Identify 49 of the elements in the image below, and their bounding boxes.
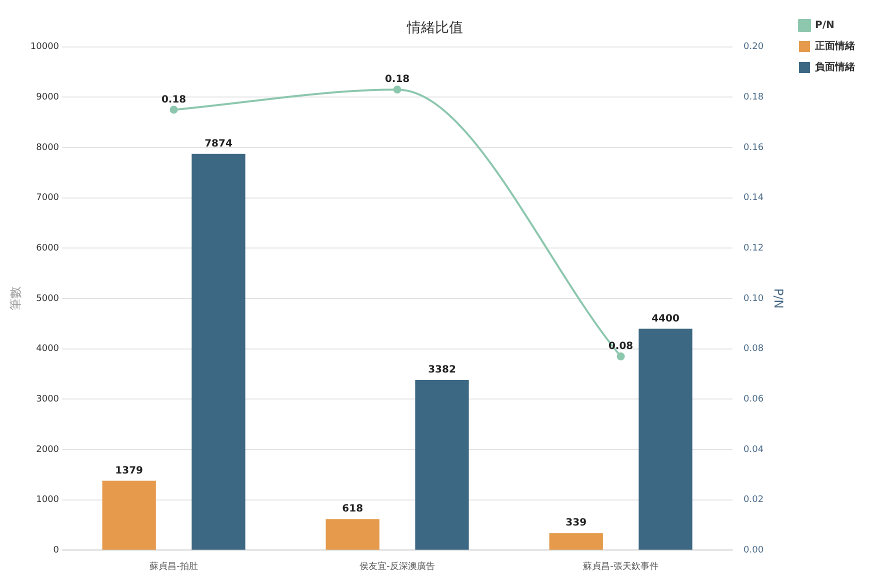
y-tick-label: 6000	[36, 244, 60, 254]
y-tick-label: 10000	[30, 42, 60, 52]
data-label: 618	[342, 504, 364, 515]
x-tick-label: 侯友宜-反深澳廣告	[360, 560, 435, 572]
y-tick-label: 2000	[36, 444, 60, 455]
y-tick-label: 1000	[36, 495, 60, 506]
y-tick-label: 8000	[36, 142, 60, 153]
bar	[549, 533, 603, 550]
y2-tick-label: 0.02	[744, 495, 764, 506]
y-axis-title: 筆數	[8, 286, 22, 310]
data-label: 0.08	[608, 340, 634, 352]
y-tick-label: 3000	[36, 394, 60, 405]
y-tick-label: 9000	[36, 92, 60, 102]
y2-tick-label: 0.18	[744, 92, 764, 102]
chart-title: 情緒比值	[406, 20, 463, 36]
bar	[326, 519, 380, 550]
y2-tick-label: 0.14	[744, 193, 764, 204]
y2-axis-title: P/N	[772, 288, 786, 309]
y2-tick-label: 0.06	[744, 394, 764, 405]
data-label: 7874	[204, 138, 232, 150]
bar	[638, 328, 692, 550]
y-tick-label: 0	[53, 546, 60, 556]
y-tick-label: 4000	[36, 344, 60, 354]
data-label: 4400	[652, 313, 680, 324]
x-tick-label: 蘇貞昌-拍肚	[150, 560, 198, 572]
y2-tick-label: 0.20	[744, 42, 764, 52]
bar	[102, 480, 156, 550]
y2-tick-label: 0.16	[744, 142, 764, 153]
bar	[192, 154, 246, 550]
data-label: 1379	[115, 465, 144, 476]
point	[616, 352, 625, 360]
data-label: 3382	[428, 364, 456, 376]
legend-label: 負面情緒	[815, 61, 855, 74]
y2-tick-label: 0.04	[744, 444, 764, 455]
bar	[415, 380, 469, 550]
y-tick-label: 5000	[36, 294, 60, 304]
y2-tick-label: 0.08	[744, 344, 764, 354]
y-tick-label: 7000	[36, 193, 60, 204]
data-label: 0.18	[161, 94, 186, 106]
data-label: 339	[566, 518, 587, 529]
data-label: 0.18	[384, 74, 410, 86]
point	[393, 86, 402, 94]
legend-label: P/N	[815, 20, 834, 32]
y2-tick-label: 0.12	[744, 244, 764, 254]
legend-label: 正面情緒	[814, 40, 855, 52]
point	[170, 106, 178, 114]
y2-tick-label: 0.00	[744, 546, 764, 556]
y2-tick-label: 0.10	[744, 294, 764, 304]
x-tick-label: 蘇貞昌-張天欽事件	[583, 560, 658, 572]
